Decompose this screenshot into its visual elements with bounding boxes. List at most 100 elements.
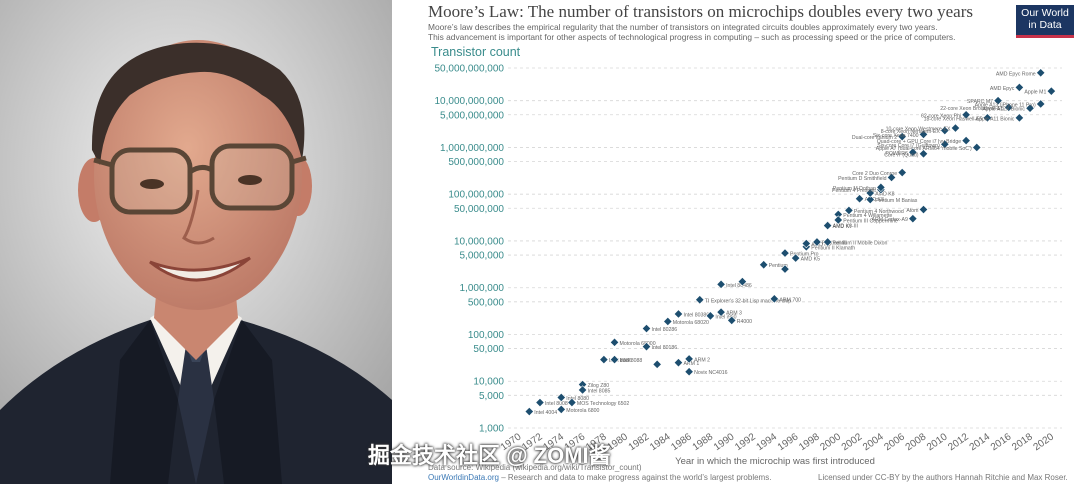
y-tick-label: 50,000,000: [454, 204, 504, 215]
data-point-label: AMD K6-III: [833, 223, 858, 229]
data-point: [577, 385, 588, 395]
data-point: [524, 406, 534, 417]
logo-line-2: in Data: [1028, 19, 1062, 31]
y-tick-label: 1,000,000: [460, 283, 505, 294]
data-point-label: Apple M1: [1024, 90, 1046, 96]
data-point: [535, 397, 545, 408]
data-point: [854, 194, 865, 204]
chart-subtitle: Moore’s law describes the empirical regu…: [428, 22, 1018, 42]
data-point-label: AMD K6: [811, 242, 830, 248]
data-point-label: 10-core Xeon Westmere-EX: [886, 127, 951, 133]
data-point-label: Atom: [906, 208, 918, 214]
data-source-note: Data source: Wikipedia (wikipedia.org/wi…: [428, 463, 642, 472]
data-point-label: Intel 80186: [652, 345, 678, 351]
data-point: [780, 248, 790, 258]
data-point-label: AMD K8: [875, 192, 894, 198]
data-point-label: Pentium D Smithfield: [838, 176, 887, 182]
data-point: [918, 149, 929, 159]
data-point-label: ARM 1: [683, 361, 699, 367]
chart-title: Moore’s Law: The number of transistors o…: [428, 2, 973, 21]
data-point: [684, 367, 694, 377]
data-point: [641, 323, 652, 334]
data-point-label: Motorola 68020: [673, 320, 709, 326]
x-tick-label: 1998: [797, 431, 822, 453]
data-point: [1036, 99, 1046, 109]
data-point-label: Pentium III Coppermine: [843, 218, 898, 224]
data-point-label: Pentium III: [822, 241, 847, 247]
data-point: [663, 316, 673, 327]
data-point: [1014, 82, 1025, 93]
x-tick-label: 2020: [1032, 431, 1057, 453]
data-point-label: Pentium 4 Prescott: [832, 188, 876, 194]
data-point-label: Pentium: [769, 263, 788, 269]
data-point-label: Quad-core + GPU Core i7 Ivy Bridge: [877, 139, 961, 145]
x-tick-label: 2006: [882, 431, 907, 453]
y-tick-label: 500,000,000: [448, 157, 504, 168]
y-tick-label: 50,000: [473, 344, 504, 355]
data-point: [822, 220, 833, 231]
data-point: [567, 397, 577, 408]
data-point-label: Pentium M Dothan: [833, 186, 876, 192]
data-point: [1004, 102, 1014, 113]
data-point-label: ARM Cortex-A9: [872, 217, 908, 223]
subtitle-line-1: Moore’s law describes the empirical regu…: [428, 22, 938, 32]
y-tick-label: 1,000,000,000: [440, 143, 504, 154]
data-point-label: Zilog Z80: [588, 383, 610, 389]
data-point-label: MOS Technology 6502: [577, 401, 630, 407]
x-tick-label: 2010: [925, 431, 950, 453]
data-point: [940, 139, 950, 149]
data-point-label: Dual-core Itanium 2: [852, 135, 897, 141]
data-point: [876, 182, 886, 193]
data-point-label: Apple A7 (dual-core ARM64 'mobile SoC'): [876, 146, 972, 152]
data-point-label: TI Explorer's 32-bit Lisp machine chip: [705, 298, 791, 304]
data-point-label: ARM 700: [779, 297, 801, 303]
x-tick-label: 2000: [818, 431, 843, 453]
y-axis-label: Transistor count: [431, 45, 521, 59]
data-point-label: Intel 8086: [609, 358, 632, 364]
x-tick-label: 1984: [648, 431, 673, 453]
portrait-photo: [0, 0, 392, 484]
data-point-label: Intel 80386: [683, 312, 709, 318]
data-point: [908, 213, 918, 224]
y-tick-label: 500,000: [468, 297, 505, 308]
subtitle-line-2: This advancement is important for other …: [428, 32, 956, 42]
x-tick-label: 2012: [946, 431, 971, 453]
data-point: [897, 132, 907, 142]
our-world-in-data-logo[interactable]: Our World in Data: [1016, 5, 1074, 38]
site-note: OurWorldinData.org – Research and data t…: [428, 473, 771, 482]
data-point-label: Novix NC4016: [694, 370, 728, 376]
data-point: [641, 341, 652, 352]
data-point: [897, 167, 907, 178]
data-point: [833, 215, 843, 225]
data-point-label: Pentium M Banias: [875, 198, 918, 204]
y-tick-label: 5,000,000: [460, 251, 505, 262]
data-point: [1036, 68, 1046, 78]
x-tick-label: 2002: [840, 431, 865, 453]
face: [94, 40, 302, 310]
data-point: [918, 204, 929, 215]
site-note-text: – Research and data to make progress aga…: [499, 473, 772, 482]
data-point: [652, 359, 662, 369]
data-point: [673, 357, 684, 368]
nose: [181, 189, 215, 245]
site-link[interactable]: OurWorldinData.org: [428, 473, 499, 482]
x-tick-label: 2008: [904, 431, 929, 453]
y-tick-label: 50,000,000,000: [434, 64, 504, 75]
data-point-label: Intel 80486: [726, 283, 752, 289]
data-point: [684, 354, 694, 364]
data-point-label: Core 2 Duo Conroe: [852, 171, 897, 177]
data-point: [972, 142, 982, 153]
data-point-label: Intel 8085: [588, 388, 611, 394]
data-point-label: Intel 8008: [545, 401, 568, 407]
data-point-label: Intel 80286: [652, 327, 678, 333]
data-point: [918, 129, 929, 140]
data-point: [780, 264, 790, 274]
y-tick-label: 100,000: [468, 330, 505, 341]
data-point-label: ARM 3: [726, 311, 742, 317]
data-point-label: Pentium Pro: [790, 252, 819, 258]
data-point-label: Six-core Xeon 7400: [873, 133, 919, 139]
data-point: [812, 237, 822, 247]
x-tick-label: 1996: [776, 431, 801, 453]
y-tick-label: 10,000,000,000: [434, 96, 504, 107]
data-point: [737, 276, 748, 287]
